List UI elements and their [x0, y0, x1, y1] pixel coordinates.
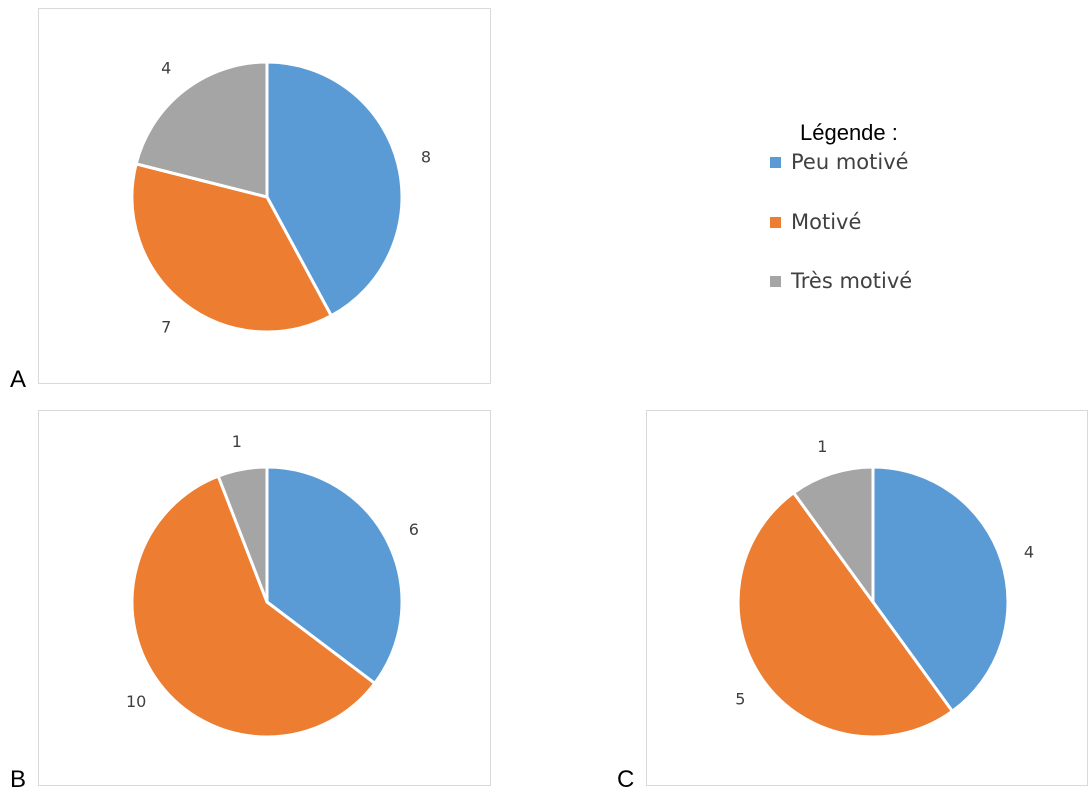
pie-a-label-peu-motive: 8	[421, 148, 431, 167]
pie-a-label-tres-motive: 4	[161, 59, 171, 78]
panel-letter-c: C	[617, 766, 635, 793]
legend-swatch-motive	[770, 216, 781, 228]
pie-a-slice-peu-motive	[265, 60, 404, 318]
pie-c-label-peu-motive: 4	[1024, 542, 1034, 561]
legend-label-tres-motive: Très motivé	[791, 269, 913, 293]
pie-c-slice-peu-motive	[871, 465, 1010, 713]
pie-c-slice-tres-motive	[792, 465, 875, 604]
legend-label-motive: Motivé	[791, 210, 862, 234]
pie-c-label-tres-motive: 1	[817, 437, 827, 456]
legend-swatch-tres-motive	[770, 275, 781, 287]
pie-b-slice-peu-motive	[265, 465, 404, 685]
pie-a-slice-tres-motive	[134, 60, 269, 199]
pie-b-label-peu-motive: 6	[409, 520, 419, 539]
legend-item-motive: Motivé	[770, 210, 861, 234]
pie-a-label-motive: 7	[161, 317, 171, 336]
pie-c-slice-motive	[736, 491, 954, 739]
pie-b-slice-motive	[130, 474, 377, 739]
legend-title: Légende :	[800, 120, 898, 145]
pie-b-slice-tres-motive	[216, 465, 269, 604]
panel-letter-a: A	[10, 366, 27, 393]
panel-letter-b: B	[10, 766, 27, 793]
legend-item-tres-motive: Très motivé	[770, 269, 912, 293]
pie-c-label-motive: 5	[735, 689, 745, 708]
pie-a-slice-motive	[130, 162, 333, 334]
legend-item-peu-motive: Peu motivé	[770, 150, 909, 174]
legend-label-peu-motive: Peu motivé	[791, 150, 909, 174]
legend-swatch-peu-motive	[770, 156, 781, 168]
pie-b-label-motive: 10	[126, 692, 146, 711]
pie-b-label-tres-motive: 1	[232, 432, 242, 451]
